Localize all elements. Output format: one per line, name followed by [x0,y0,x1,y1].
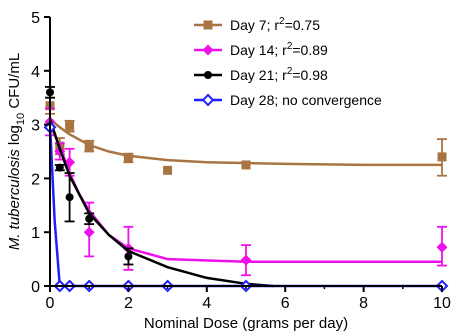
y-tick-label: 3 [31,118,40,135]
x-axis-title: Nominal Dose (grams per day) [144,315,348,332]
series-day-7 [45,96,447,177]
y-axis-title-unit: CFU/mL [6,53,23,113]
legend-marker [201,93,215,107]
y-axis-title: M. tuberculosis log10 CFU/mL [6,53,27,250]
legend-label: Day 7; r2=0.75 [230,16,320,33]
y-tick-label: 4 [31,64,40,81]
data-point [124,252,133,261]
plot-area [43,86,449,293]
series-day-21 [45,86,274,290]
data-point [437,152,447,162]
x-tick-label: 2 [124,295,133,312]
x-tick-label: 4 [202,295,211,312]
fit-curve [48,124,442,264]
axes: 0 1 2 3 4 5 0 2 4 6 8 10 [31,10,451,312]
legend-marker [203,20,213,30]
legend: Day 7; r2=0.75 Day 14; r2=0.89 Day 21; r2=… [194,16,382,108]
series-day-14 [44,107,448,292]
legend-label: Day 14; r2=0.89 [230,41,328,58]
data-point [84,141,94,151]
y-tick-label: 1 [31,225,40,242]
y-axis-title-organism: M. tuberculosis [6,149,23,250]
data-point [436,241,448,253]
legend-marker [204,71,212,79]
y-axis-title-log: log [6,125,23,149]
fit-curve [48,118,274,288]
legend-item: Day 21; r2=0.98 [194,66,328,83]
x-tick-label: 6 [281,295,290,312]
fit-curve [49,118,442,167]
legend-label: Day 28; no convergence [230,92,382,108]
legend-item: Day 7; r2=0.75 [194,16,320,33]
data-point [241,160,251,170]
data-point [85,214,94,223]
data-point [55,163,64,172]
x-tick-label: 8 [359,295,368,312]
legend-label: Day 21; r2=0.98 [230,66,328,83]
data-point [163,165,173,175]
legend-item: Day 14; r2=0.89 [194,41,328,58]
y-tick-label: 5 [31,10,40,27]
x-tick-label: 10 [433,295,451,312]
data-point [240,254,252,266]
data-point [83,226,95,238]
data-point [65,193,74,202]
y-tick-label: 2 [31,171,40,188]
x-tick-label: 0 [46,295,55,312]
y-tick-label: 0 [31,279,40,296]
legend-item: Day 28; no convergence [194,92,382,108]
data-point [123,153,133,163]
legend-marker [202,44,214,56]
y-axis-title-subscript: 10 [15,113,27,125]
data-point [65,121,75,131]
